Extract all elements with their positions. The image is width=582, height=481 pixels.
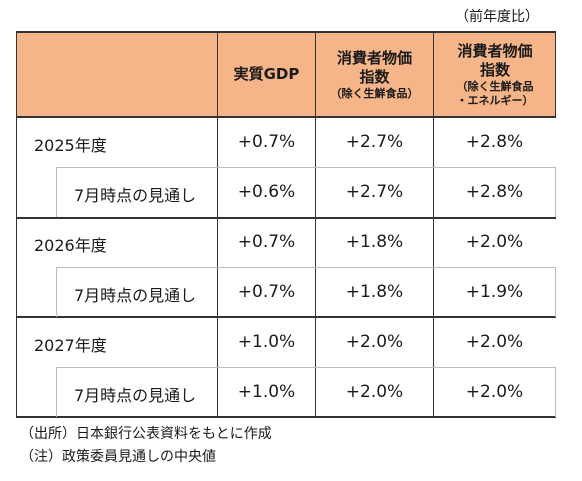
value-core-cpi: +2.8% [441, 182, 548, 202]
row-label: 2027年度 [34, 332, 107, 356]
col-divider-3 [433, 31, 434, 418]
value-gdp: +0.7% [213, 282, 320, 302]
value-gdp: +0.6% [213, 182, 320, 202]
value-core-cpi: +2.0% [441, 332, 548, 352]
row-divider-3 [56, 367, 556, 368]
col-divider-2 [315, 31, 316, 418]
value-gdp: +0.7% [213, 232, 320, 252]
value-cpi: +1.8% [321, 282, 428, 302]
row-label: 2025年度 [34, 132, 107, 156]
row-label: 2026年度 [34, 232, 107, 256]
indent-line-2 [56, 267, 57, 317]
row-label: 7月時点の見通し [74, 182, 196, 206]
col-divider-1 [217, 31, 218, 418]
source-footnote: （出所）日本銀行公表資料をもとに作成 [20, 423, 272, 443]
right-line-2 [555, 267, 556, 317]
value-cpi: +2.7% [321, 132, 428, 152]
value-gdp: +1.0% [213, 382, 320, 402]
value-core-cpi: +2.0% [441, 382, 548, 402]
table-header: 実質GDP 消費者物価 指数 （除く生鮮食品） 消費者物価 指数 （除く生鮮食品… [16, 31, 556, 118]
value-cpi: +1.8% [321, 232, 428, 252]
row-divider-1 [56, 167, 556, 168]
group-separator-2 [16, 316, 556, 318]
value-core-cpi: +1.9% [441, 282, 548, 302]
right-line-1 [555, 167, 556, 217]
row-label: 7月時点の見通し [74, 282, 196, 306]
value-gdp: +1.0% [213, 332, 320, 352]
header-real-gdp: 実質GDP [218, 33, 315, 116]
header-core-cpi: 消費者物価 指数 （除く生鮮食品） [316, 33, 433, 116]
indent-line-3 [56, 367, 57, 417]
unit-note: （前年度比） [455, 6, 539, 26]
forecast-table: 実質GDP 消費者物価 指数 （除く生鮮食品） 消費者物価 指数 （除く生鮮食品… [16, 31, 556, 418]
value-cpi: +2.7% [321, 182, 428, 202]
note-footnote: （注）政策委員見通しの中央値 [20, 446, 216, 466]
value-core-cpi: +2.0% [441, 232, 548, 252]
value-gdp: +0.7% [213, 132, 320, 152]
indent-line-1 [56, 167, 57, 217]
header-core-core-cpi: 消費者物価 指数 （除く生鮮食品 ・エネルギー） [434, 33, 556, 116]
group-separator-1 [16, 217, 556, 219]
value-cpi: +2.0% [321, 332, 428, 352]
table-right-border [555, 31, 556, 118]
value-core-cpi: +2.8% [441, 132, 548, 152]
row-divider-2 [56, 267, 556, 268]
table-bottom-border [16, 416, 556, 418]
table-left-border [16, 31, 17, 418]
row-label: 7月時点の見通し [74, 382, 196, 406]
value-cpi: +2.0% [321, 382, 428, 402]
right-line-3 [555, 367, 556, 417]
